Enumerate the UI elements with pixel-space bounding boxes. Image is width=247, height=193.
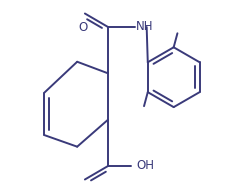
- Text: NH: NH: [136, 19, 154, 33]
- Text: OH: OH: [136, 158, 154, 172]
- Text: O: O: [78, 21, 88, 34]
